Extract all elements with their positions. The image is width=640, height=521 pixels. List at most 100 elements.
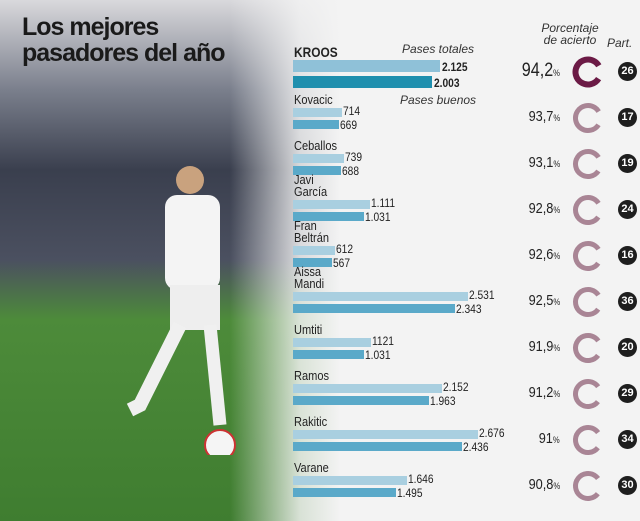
bar-total-1 bbox=[293, 108, 343, 117]
bar-total-6 bbox=[293, 338, 371, 347]
percent-sign: % bbox=[553, 205, 560, 215]
value-good: 1.963 bbox=[429, 394, 456, 408]
percent-sign: % bbox=[553, 343, 560, 353]
bar-good-7 bbox=[293, 396, 429, 405]
player-name: KROOS bbox=[294, 44, 338, 60]
player-name: Varane bbox=[294, 460, 329, 475]
bar-good-6 bbox=[293, 350, 365, 359]
percent-sign: % bbox=[553, 159, 560, 169]
header-matches: Part. bbox=[607, 36, 633, 50]
value-good: 2.436 bbox=[462, 440, 489, 454]
accuracy-ring bbox=[573, 425, 603, 455]
bar-total-7 bbox=[293, 384, 442, 393]
bar-total-3 bbox=[293, 200, 370, 209]
matches-badge: 34 bbox=[618, 430, 637, 449]
bar-total-2 bbox=[293, 154, 345, 163]
accuracy-value: 94,2% bbox=[522, 60, 560, 82]
accuracy-number: 90,8 bbox=[528, 476, 554, 493]
matches-badge: 24 bbox=[618, 200, 637, 219]
value-good: 1.031 bbox=[365, 348, 391, 362]
accuracy-ring bbox=[573, 241, 603, 271]
bar-good-3 bbox=[293, 212, 365, 221]
accuracy-number: 92,5 bbox=[528, 292, 554, 309]
accuracy-number: 92,6 bbox=[528, 246, 554, 263]
bar-total-4 bbox=[293, 246, 336, 255]
matches-badge: 20 bbox=[618, 338, 637, 357]
accuracy-number: 94,2 bbox=[521, 60, 554, 81]
accuracy-value: 92,6% bbox=[528, 246, 560, 263]
accuracy-number: 93,1 bbox=[528, 154, 554, 171]
matches-badge: 36 bbox=[618, 292, 637, 311]
accuracy-number: 93,7 bbox=[528, 108, 554, 125]
percent-sign: % bbox=[553, 113, 560, 123]
accuracy-ring bbox=[573, 149, 603, 179]
header-total: Pases totales bbox=[402, 42, 475, 56]
accuracy-ring bbox=[573, 287, 603, 317]
percent-sign: % bbox=[553, 297, 560, 307]
percent-sign: % bbox=[553, 435, 560, 445]
value-good: 2.003 bbox=[433, 76, 460, 90]
value-total: 739 bbox=[345, 150, 363, 164]
value-total: 714 bbox=[343, 104, 361, 118]
accuracy-number: 91,9 bbox=[528, 338, 554, 355]
matches-badge: 19 bbox=[618, 154, 637, 173]
accuracy-number: 92,8 bbox=[528, 200, 554, 217]
accuracy-value: 91% bbox=[539, 430, 560, 447]
bar-good-8 bbox=[293, 442, 462, 451]
bar-good-2 bbox=[293, 166, 341, 175]
matches-badge: 26 bbox=[618, 62, 637, 81]
accuracy-value: 91,9% bbox=[528, 338, 560, 355]
player-name: Umtiti bbox=[294, 322, 323, 337]
percent-sign: % bbox=[553, 481, 560, 491]
accuracy-ring bbox=[573, 379, 603, 409]
accuracy-value: 93,7% bbox=[528, 108, 560, 125]
bar-good-4 bbox=[293, 258, 333, 267]
bar-good-5 bbox=[293, 304, 456, 313]
bar-total-9 bbox=[293, 476, 407, 485]
value-good: 669 bbox=[340, 118, 358, 132]
accuracy-value: 91,2% bbox=[528, 384, 560, 401]
value-total: 2.152 bbox=[442, 380, 469, 394]
value-good: 1.495 bbox=[397, 486, 423, 500]
value-good: 1.031 bbox=[365, 210, 391, 224]
matches-badge: 30 bbox=[618, 476, 637, 495]
player-name: Kovacic bbox=[294, 92, 333, 107]
bar-total-8 bbox=[293, 430, 479, 439]
value-total: 612 bbox=[336, 242, 354, 256]
header-good: Pases buenos bbox=[400, 93, 477, 107]
accuracy-number: 91,2 bbox=[528, 384, 554, 401]
value-total: 2.125 bbox=[442, 60, 468, 74]
value-good: 2.343 bbox=[456, 302, 482, 316]
accuracy-value: 92,5% bbox=[528, 292, 560, 309]
player-name: Aissa Mandi bbox=[294, 264, 325, 291]
matches-badge: 17 bbox=[618, 108, 637, 127]
value-total: 1.646 bbox=[407, 472, 434, 486]
value-total: 1.111 bbox=[370, 196, 395, 210]
accuracy-ring bbox=[573, 333, 603, 363]
player-photo bbox=[126, 166, 236, 455]
percent-sign: % bbox=[553, 389, 560, 399]
bar-total-5 bbox=[293, 292, 469, 301]
accuracy-number: 91 bbox=[539, 430, 554, 447]
value-total: 2.676 bbox=[479, 426, 505, 440]
accuracy-value: 92,8% bbox=[528, 200, 560, 217]
accuracy-value: 93,1% bbox=[528, 154, 560, 171]
accuracy-ring bbox=[573, 195, 603, 225]
player-name: Rakitic bbox=[294, 414, 328, 429]
player-name: Ramos bbox=[294, 368, 330, 383]
accuracy-ring bbox=[573, 103, 603, 133]
player-name: Fran Beltrán bbox=[294, 218, 330, 245]
bar-good-1 bbox=[293, 120, 340, 129]
value-good: 688 bbox=[341, 164, 359, 178]
accuracy-ring bbox=[573, 471, 603, 501]
matches-badge: 29 bbox=[618, 384, 637, 403]
percent-sign: % bbox=[553, 68, 560, 78]
bar-good-9 bbox=[293, 488, 397, 497]
player-name: Javi García bbox=[294, 172, 328, 199]
bar-total-0 bbox=[293, 60, 440, 72]
accuracy-value: 90,8% bbox=[528, 476, 560, 493]
matches-badge: 16 bbox=[618, 246, 637, 265]
chart-title: Los mejores pasadores del año bbox=[22, 13, 226, 67]
header-accuracy: Porcentaje de acierto bbox=[541, 21, 599, 47]
